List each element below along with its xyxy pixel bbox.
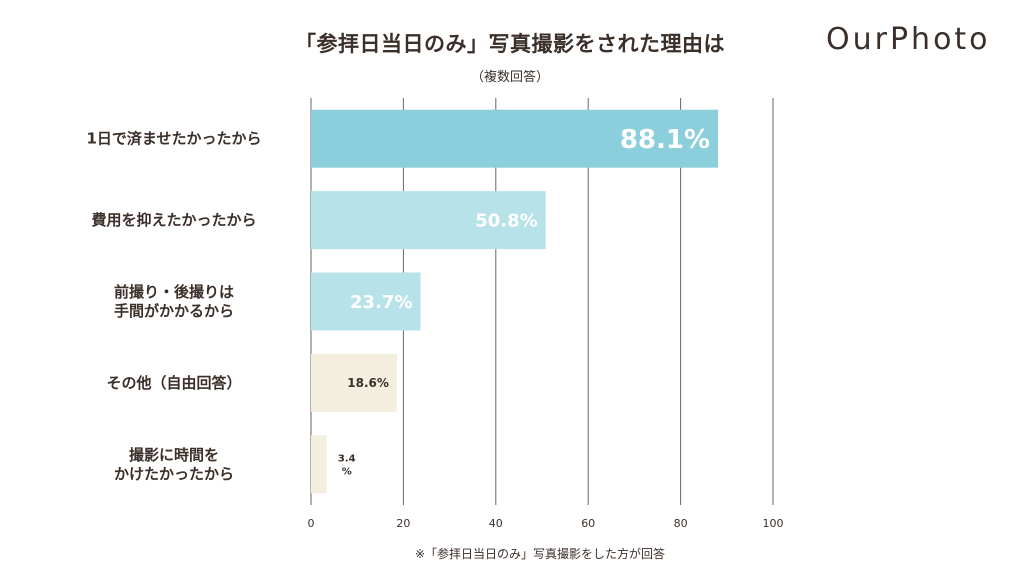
footnote: ※「参拝日当日のみ」写真撮影をした方が回答 <box>414 547 666 561</box>
value-label: % <box>342 466 352 477</box>
chart-title: 「参拝日当日のみ」写真撮影をされた理由は <box>295 32 725 56</box>
value-label: 88.1% <box>620 125 710 155</box>
category-label: 撮影に時間を <box>129 446 219 464</box>
x-tick-label: 80 <box>674 517 688 530</box>
value-label: 23.7% <box>350 292 412 313</box>
category-label: その他（自由回答） <box>106 374 241 392</box>
category-label: かけたかったから <box>114 465 234 483</box>
bar <box>311 272 421 331</box>
bar <box>311 109 719 168</box>
bar <box>311 353 397 412</box>
category-label: 手間がかかるから <box>114 302 234 320</box>
x-tick-label: 20 <box>396 517 410 530</box>
x-tick-label: 0 <box>308 517 315 530</box>
bar <box>311 191 546 250</box>
chart-subtitle: （複数回答） <box>470 70 549 85</box>
x-tick-label: 40 <box>489 517 503 530</box>
value-label: 18.6% <box>347 376 389 390</box>
x-tick-label: 100 <box>763 517 784 530</box>
ourphoto-logo: OurPhoto <box>826 22 991 57</box>
bar <box>311 435 327 494</box>
category-label: 費用を抑えたかったから <box>91 211 256 229</box>
category-label: 1日で済ませたかったから <box>87 130 262 148</box>
value-label: 50.8% <box>475 210 537 231</box>
value-label: 3.4 <box>338 453 356 464</box>
x-tick-label: 60 <box>581 517 595 530</box>
category-label: 前撮り・後撮りは <box>114 283 234 301</box>
